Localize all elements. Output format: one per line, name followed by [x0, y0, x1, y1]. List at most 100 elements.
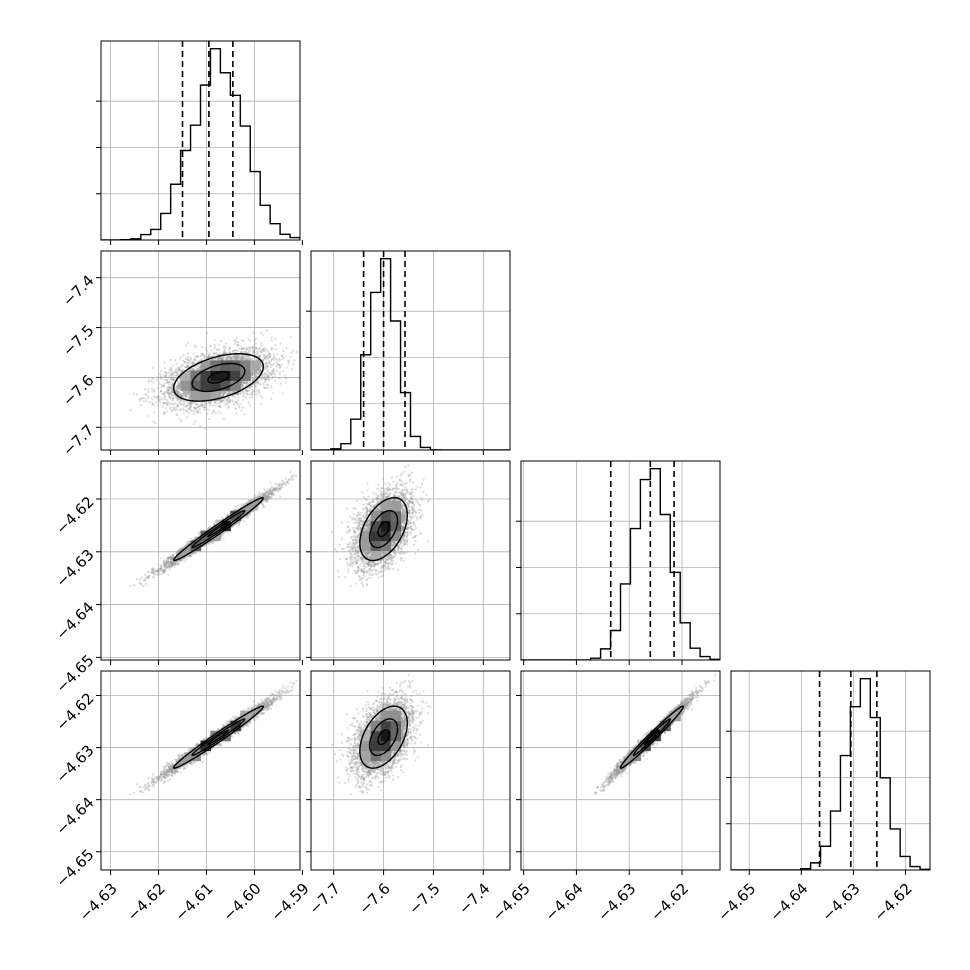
- point: [183, 394, 186, 397]
- point: [253, 382, 257, 385]
- point: [177, 368, 180, 372]
- point: [165, 403, 168, 406]
- point: [153, 388, 156, 391]
- point: [251, 373, 254, 376]
- point: [155, 401, 158, 404]
- point: [173, 407, 176, 410]
- point: [240, 338, 244, 342]
- point: [223, 391, 226, 394]
- point: [268, 372, 272, 375]
- point: [202, 405, 205, 408]
- point: [224, 351, 227, 354]
- point: [162, 385, 166, 388]
- point: [147, 396, 150, 399]
- point: [170, 565, 174, 569]
- point: [144, 577, 147, 580]
- point: [267, 383, 270, 387]
- point: [290, 351, 293, 354]
- point: [251, 379, 254, 382]
- point: [262, 348, 265, 351]
- point: [267, 492, 270, 495]
- point: [267, 375, 270, 378]
- point: [276, 483, 279, 486]
- point: [259, 383, 262, 386]
- point: [151, 402, 154, 406]
- point: [242, 385, 245, 388]
- point: [227, 358, 230, 361]
- point: [274, 357, 277, 360]
- point: [178, 394, 181, 397]
- point: [148, 401, 152, 404]
- point: [192, 406, 196, 409]
- point: [253, 340, 256, 343]
- point: [197, 409, 200, 413]
- point: [248, 393, 251, 396]
- point: [168, 381, 172, 384]
- point: [203, 408, 206, 411]
- density-cell: [190, 390, 201, 401]
- point: [190, 402, 193, 406]
- point: [188, 394, 191, 397]
- point: [241, 358, 244, 361]
- point: [170, 389, 174, 392]
- point: [169, 405, 172, 409]
- point: [159, 389, 163, 392]
- point: [162, 402, 165, 405]
- point: [221, 357, 224, 360]
- point: [272, 392, 275, 395]
- point: [265, 383, 268, 386]
- point: [173, 374, 177, 377]
- point: [244, 389, 247, 392]
- point: [164, 371, 167, 374]
- point: [168, 562, 172, 565]
- contour-level: [172, 352, 265, 402]
- point: [251, 396, 254, 399]
- point: [223, 355, 226, 358]
- point: [255, 502, 258, 505]
- point: [188, 397, 192, 400]
- point: [158, 398, 161, 401]
- point: [241, 380, 244, 384]
- point: [187, 403, 190, 406]
- point: [164, 563, 167, 566]
- point: [157, 376, 160, 379]
- point: [263, 357, 266, 361]
- point: [187, 550, 190, 553]
- point: [254, 385, 257, 388]
- point: [260, 493, 263, 496]
- point: [259, 354, 262, 357]
- point: [264, 348, 267, 352]
- point: [176, 386, 179, 389]
- point: [248, 504, 251, 507]
- point: [193, 344, 197, 347]
- point: [245, 357, 248, 360]
- point: [233, 342, 237, 345]
- point: [278, 372, 282, 376]
- point: [252, 377, 255, 380]
- point: [231, 350, 234, 353]
- point: [168, 374, 171, 378]
- point: [252, 376, 255, 379]
- point: [199, 424, 202, 428]
- point: [247, 498, 250, 502]
- point: [284, 377, 288, 380]
- point: [169, 378, 173, 381]
- point: [169, 386, 172, 390]
- point: [153, 411, 156, 414]
- point: [243, 357, 246, 360]
- point: [255, 390, 258, 393]
- point: [177, 381, 180, 384]
- point: [254, 501, 257, 505]
- point: [275, 486, 279, 490]
- point: [269, 481, 272, 485]
- point: [246, 392, 249, 395]
- point: [229, 358, 233, 361]
- point: [253, 373, 257, 376]
- point: [264, 362, 268, 365]
- point: [187, 359, 190, 362]
- point: [222, 399, 225, 402]
- point: [196, 403, 199, 406]
- point: [263, 353, 266, 357]
- point: [241, 356, 244, 359]
- point: [234, 356, 237, 359]
